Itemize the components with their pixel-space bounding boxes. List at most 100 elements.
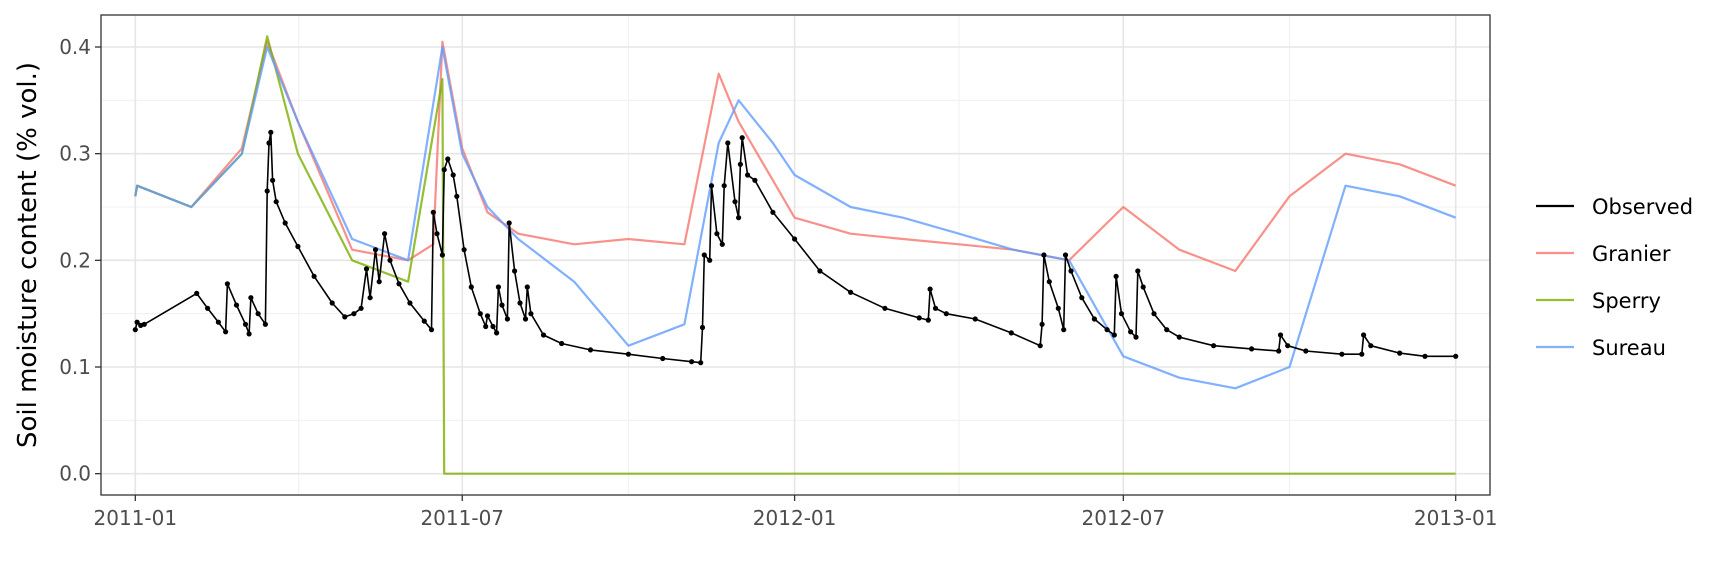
legend-item-sperry: Sperry [1536, 289, 1661, 313]
series-line-sureau [134, 45, 1457, 390]
data-point [1397, 350, 1403, 356]
legend: Observed Granier Sperry Sureau [1536, 195, 1693, 360]
data-point [1361, 332, 1367, 338]
data-point [506, 220, 512, 226]
data-point [1303, 348, 1309, 354]
data-point [540, 332, 547, 338]
y-tick-label: 0.2 [59, 248, 91, 272]
data-point [1359, 351, 1365, 357]
y-tick-label: 0.4 [59, 35, 91, 59]
data-point [1135, 268, 1141, 274]
data-point [1068, 268, 1074, 274]
data-point [1091, 316, 1097, 322]
data-point [1037, 343, 1043, 349]
legend-label: Sperry [1592, 289, 1661, 313]
data-point [1055, 305, 1061, 311]
data-point [421, 318, 427, 324]
x-tick-label: 2012-07 [1082, 506, 1166, 530]
data-point [719, 241, 725, 247]
data-point [329, 300, 335, 306]
data-point [450, 172, 456, 178]
data-point [559, 340, 565, 347]
data-point [1046, 279, 1052, 285]
data-point [721, 183, 727, 189]
data-point [1339, 351, 1345, 357]
data-point [1104, 327, 1110, 333]
legend-label: Sureau [1592, 336, 1666, 360]
data-point [311, 273, 317, 279]
data-point [434, 231, 440, 237]
data-point [1422, 353, 1428, 359]
data-point [1164, 327, 1170, 333]
data-point [848, 289, 854, 295]
data-point [732, 199, 738, 205]
series-observed [132, 129, 1459, 366]
data-point [282, 220, 288, 226]
data-point [484, 313, 491, 319]
data-point [468, 284, 474, 290]
plot-panel [101, 15, 1490, 495]
data-point [1133, 334, 1139, 340]
data-point [972, 316, 978, 322]
data-point [1140, 284, 1146, 290]
legend-label: Observed [1592, 195, 1693, 219]
data-point [441, 167, 447, 173]
data-point [141, 321, 147, 327]
data-point [1039, 321, 1045, 327]
data-point [477, 311, 483, 317]
data-point [689, 359, 695, 365]
data-point [745, 172, 751, 178]
data-point [376, 279, 382, 285]
data-point [1249, 346, 1255, 352]
data-point [1008, 330, 1014, 336]
data-point [1118, 311, 1125, 317]
data-point [483, 323, 489, 330]
data-point [770, 209, 776, 215]
y-axis: 0.0 0.1 0.2 0.3 0.4 [59, 35, 101, 486]
data-point [943, 311, 949, 317]
data-point [461, 247, 467, 253]
data-point [699, 324, 706, 331]
data-point [927, 286, 933, 292]
data-point [270, 177, 276, 183]
data-point [396, 281, 402, 287]
data-point [407, 300, 413, 306]
data-point [428, 327, 435, 333]
data-point [1285, 343, 1291, 349]
x-tick-label: 2011-07 [420, 506, 504, 530]
legend-item-observed: Observed [1536, 195, 1693, 219]
data-point [698, 360, 704, 366]
legend-item-sureau: Sureau [1536, 336, 1666, 360]
data-point [1211, 343, 1217, 349]
data-point [367, 295, 373, 301]
data-point [882, 305, 888, 311]
data-point [1061, 327, 1067, 333]
data-point [792, 236, 798, 242]
data-point [932, 305, 939, 311]
data-point [494, 330, 500, 336]
data-point [205, 305, 211, 311]
data-point [342, 314, 348, 320]
data-point [1151, 311, 1157, 317]
data-point [736, 215, 742, 221]
data-point [255, 311, 261, 317]
data-point [224, 281, 230, 287]
data-point [273, 199, 279, 205]
series-layer [132, 35, 1459, 475]
data-point [1111, 332, 1117, 338]
data-point [264, 188, 270, 194]
data-point [707, 257, 713, 263]
data-point [1277, 332, 1284, 338]
data-point [194, 290, 200, 296]
data-point [752, 177, 758, 183]
y-tick-label: 0.0 [59, 462, 91, 486]
data-point [134, 319, 140, 325]
major-gridlines [101, 15, 1490, 495]
data-point [215, 319, 221, 325]
data-point [445, 156, 451, 162]
data-point [439, 252, 445, 258]
data-point [363, 266, 370, 272]
data-point [351, 311, 357, 317]
data-point [511, 268, 518, 274]
x-tick-label: 2013-01 [1414, 506, 1498, 530]
